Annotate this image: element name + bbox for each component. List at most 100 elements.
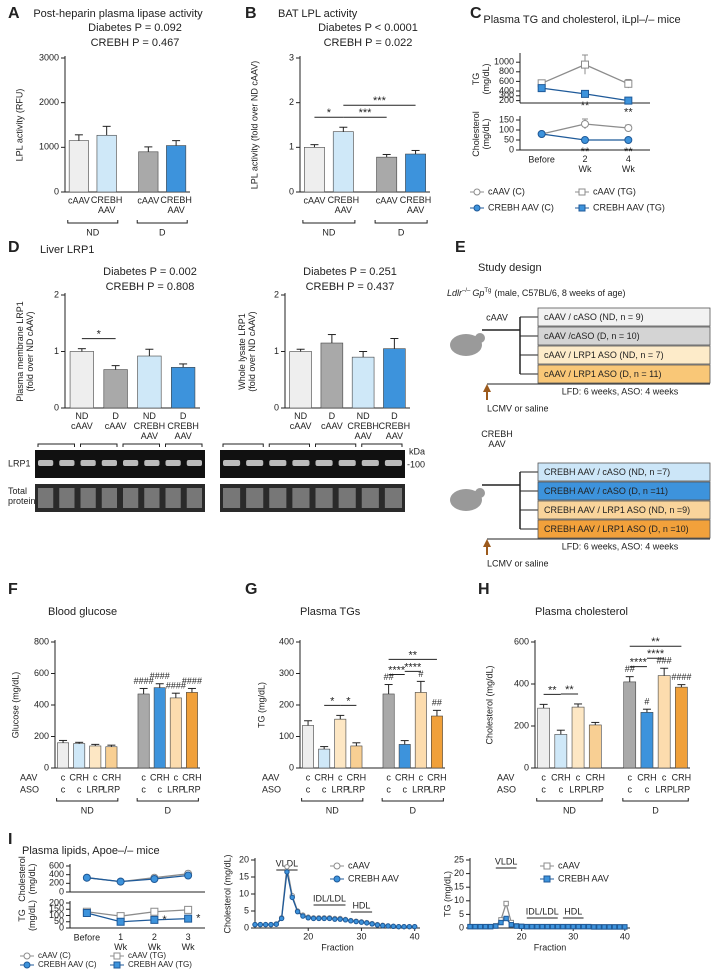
blot-band	[384, 460, 402, 466]
group-bracket	[622, 798, 689, 802]
sig-label: **	[408, 649, 417, 661]
arm-label: CREBH AAV / cASO (D, n =11)	[544, 486, 668, 496]
group-bracket	[136, 798, 199, 802]
x-tick-label: 40	[620, 931, 630, 941]
panel-label: E	[455, 239, 466, 256]
series-line	[86, 874, 189, 883]
injection-arrow	[483, 384, 491, 400]
x-tick-label: CRH	[586, 772, 606, 782]
arm-label: cAAV / LRP1 ASO (D, n = 11)	[544, 369, 661, 379]
chart-title: Blood glucose	[48, 606, 117, 618]
point-label: *	[162, 914, 167, 926]
group-label: ND	[326, 805, 339, 815]
x-tick-label: Before	[528, 154, 555, 164]
blot-label: LRP1	[8, 458, 31, 468]
lane-bracket	[80, 443, 118, 447]
group-label: ND	[86, 227, 99, 237]
x-tick-label: 40	[410, 931, 420, 941]
panel-label: I	[8, 831, 12, 848]
marker	[321, 915, 327, 922]
marker	[150, 875, 159, 883]
point-label: **	[624, 146, 633, 158]
panel-label: H	[478, 581, 490, 598]
legend-label: cAAV	[348, 860, 370, 870]
sig-label: *	[327, 107, 332, 119]
subject-sup: Tg	[484, 288, 491, 294]
marker	[305, 915, 311, 921]
bar	[350, 745, 363, 769]
legend-label: CREBH AAV (TG)	[593, 202, 665, 212]
y-tick-label: 3	[289, 52, 294, 62]
marker	[473, 188, 481, 196]
y-tick-label: 0	[289, 186, 294, 196]
marker	[580, 923, 587, 930]
arm-label: cAAV / LRP1 ASO (ND, n = 7)	[544, 350, 664, 360]
bar-label: ##	[625, 664, 635, 674]
group-label: ND	[322, 227, 335, 237]
x-tick-label: c	[77, 784, 82, 794]
y-tick-label: 10	[454, 895, 464, 905]
x-tick-label: c	[541, 772, 546, 782]
marker	[380, 922, 386, 929]
marker	[570, 923, 576, 930]
annotation: CREBH P = 0.437	[306, 281, 395, 293]
marker	[396, 923, 402, 930]
group-label: D	[159, 227, 166, 237]
y-tick-label: 0	[54, 402, 59, 412]
marker	[611, 924, 618, 930]
marker	[150, 907, 159, 916]
blot-band	[59, 488, 75, 508]
bar	[137, 693, 150, 769]
marker	[581, 89, 589, 98]
annotation: CREBH P = 0.022	[324, 37, 413, 49]
bar	[302, 725, 314, 769]
y-tick-label: 2000	[39, 97, 59, 107]
y-axis-label: Cholesterol(mg/dL)	[17, 856, 37, 902]
lane-bracket	[268, 443, 310, 447]
y-axis-label: TG (mg/dL)	[256, 682, 266, 728]
x-tick-label: LRP	[167, 784, 185, 794]
y-tick-label: 600	[514, 636, 529, 646]
lane-bracket	[222, 443, 264, 447]
bar-label: ####	[166, 681, 186, 691]
bar	[571, 706, 585, 769]
group-bracket	[67, 220, 119, 224]
bar	[171, 367, 196, 409]
marker	[184, 905, 193, 914]
x-tick-label: c	[627, 784, 632, 794]
injection-label: LCMV or saline	[487, 403, 549, 413]
marker	[503, 915, 509, 922]
x-tick-label: c	[141, 772, 146, 782]
bar	[289, 351, 312, 409]
y-tick-label: 2	[289, 97, 294, 107]
marker	[534, 923, 540, 930]
group-bracket	[136, 220, 188, 224]
sig-label: ****	[647, 648, 665, 660]
y-tick-label: 50	[504, 134, 514, 144]
bar	[138, 151, 159, 193]
lane-bracket	[122, 443, 160, 447]
x-tick-label: CRH	[672, 772, 692, 782]
y-tick-label: 2	[54, 289, 59, 299]
blot-band	[123, 488, 139, 508]
group-label: ND	[81, 805, 94, 815]
marker	[333, 862, 341, 870]
x-tick-label: c	[61, 784, 66, 794]
x-tick-label: c	[306, 772, 311, 782]
marker	[508, 922, 514, 928]
sig-label: ***	[359, 107, 373, 119]
x-tick-label: c	[627, 772, 632, 782]
chart-title: Plasma TG and cholesterol, iLpl–/– mice	[483, 14, 680, 26]
row-label: AAV	[20, 772, 37, 782]
x-tick-label: LRP	[332, 784, 350, 794]
x-tick-label: CREBH AAV	[328, 195, 360, 215]
x-tick-label: ND CREBH AAV	[347, 411, 379, 441]
panel-label: C	[470, 5, 482, 22]
x-tick-label: cAAV	[137, 195, 159, 205]
lane-bracket	[361, 443, 403, 447]
chart-title: Plasma TGs	[300, 606, 361, 618]
x-tick-label: CRH	[102, 772, 122, 782]
arm-label: cAAV / cASO (ND, n = 9)	[544, 312, 644, 322]
arm-box	[537, 519, 711, 539]
panel-label: D	[8, 239, 20, 256]
